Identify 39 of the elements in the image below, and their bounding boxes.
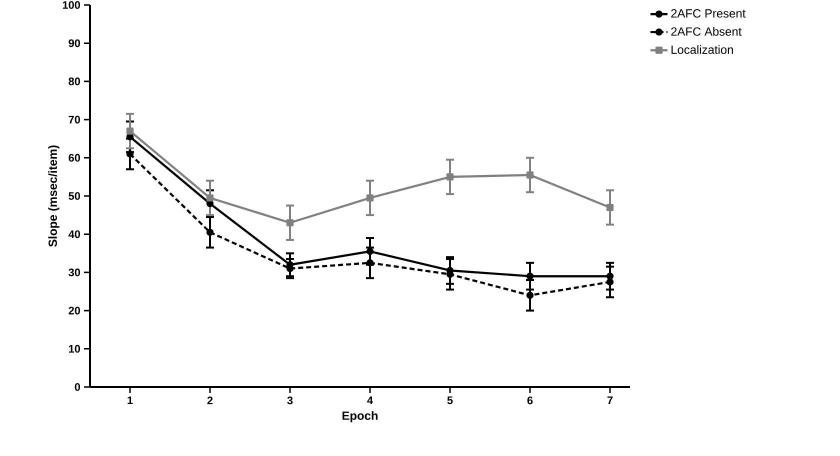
legend-label: 2AFC Present [671,9,746,18]
point [606,272,614,280]
y-tick-label: 20 [68,306,80,314]
x-tick-label: 5 [447,396,453,404]
point [206,228,214,236]
point [366,194,374,202]
y-axis-title: Slope (msec/item) [48,145,60,247]
point [526,272,534,280]
y-tick-label: 90 [68,39,80,48]
y-tick-label: 70 [68,116,80,124]
x-tick-label: 6 [527,396,533,404]
y-tick-label: 100 [62,1,80,9]
point [286,219,294,226]
y-tick-label: 50 [68,192,80,200]
x-tick-label: 1 [128,396,133,404]
y-tick-label: 0 [74,383,80,391]
point [526,171,534,179]
point [126,150,134,158]
y-tick-label: 10 [68,344,80,353]
x-tick-label: 4 [367,396,373,404]
legend-label: 2AFC Absent [671,27,742,36]
point [206,200,214,208]
x-tick-label: 7 [607,396,613,404]
legend-label: Localization [672,45,733,54]
point [606,204,614,212]
x-tick-label: 3 [287,396,293,404]
y-tick-label: 60 [68,154,80,162]
point [126,127,134,135]
point [366,248,374,255]
point [366,259,374,266]
y-tick-label: 40 [68,230,80,238]
y-tick-label: 80 [68,78,80,86]
point [206,194,214,202]
point [526,292,534,299]
x-axis-title: Epoch [342,411,378,422]
x-tick-label: 2 [207,396,213,404]
point [446,173,454,180]
point [606,278,614,286]
y-tick-label: 30 [68,268,80,276]
